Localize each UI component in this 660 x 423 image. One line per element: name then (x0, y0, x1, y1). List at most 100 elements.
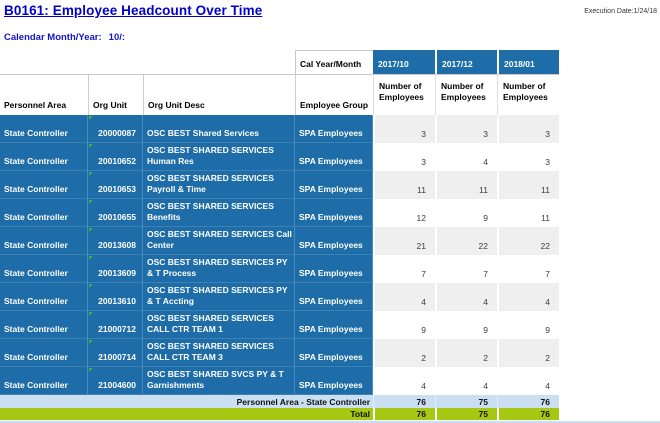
personnel-area-cell: State Controller (0, 115, 88, 143)
total-label: Total (0, 408, 373, 420)
period-header: 2018/01 (497, 50, 559, 74)
org-unit-desc-cell: OSC BEST SHARED SERVICES Benefits (143, 199, 295, 227)
employee-group-cell: SPA Employees (295, 367, 373, 395)
subtotal-value: 76 (497, 395, 559, 408)
personnel-area-cell: State Controller (0, 227, 88, 255)
green-corner-indicator-icon (89, 200, 93, 204)
next-section-edge (0, 420, 660, 423)
org-unit-cell: 20010652 (88, 143, 143, 171)
green-corner-indicator-icon (89, 340, 93, 344)
value-cell: 4 (497, 367, 559, 395)
green-corner-indicator-icon (89, 144, 93, 148)
value-cell: 7 (373, 255, 435, 283)
col-header-measure: Number of Employees (435, 74, 497, 115)
employee-group-cell: SPA Employees (295, 115, 373, 143)
org-unit-desc-cell: OSC BEST SHARED SERVICES PY & T Accting (143, 283, 295, 311)
col-header-personnel-area: Personnel Area (0, 74, 88, 115)
table-row: State Controller 21004600 OSC BEST SHARE… (0, 367, 559, 395)
org-unit-cell: 20000087 (88, 115, 143, 143)
employee-group-cell: SPA Employees (295, 199, 373, 227)
org-unit-cell: 20010653 (88, 171, 143, 199)
org-unit-cell: 20013610 (88, 283, 143, 311)
personnel-area-cell: State Controller (0, 311, 88, 339)
org-unit-cell: 20013609 (88, 255, 143, 283)
header-row-periods: Cal Year/Month 2017/10 2017/12 2018/01 (0, 50, 559, 74)
value-cell: 9 (435, 311, 497, 339)
report-title-link[interactable]: B0161: Employee Headcount Over Time (4, 3, 263, 18)
value-cell: 7 (497, 255, 559, 283)
value-cell: 11 (373, 171, 435, 199)
table-row: State Controller 20013610 OSC BEST SHARE… (0, 283, 559, 311)
value-cell: 3 (373, 143, 435, 171)
value-cell: 7 (435, 255, 497, 283)
headcount-table: Cal Year/Month 2017/10 2017/12 2018/01 P… (0, 50, 559, 420)
value-cell: 4 (435, 367, 497, 395)
green-corner-indicator-icon (89, 284, 93, 288)
org-unit-cell: 21000712 (88, 311, 143, 339)
org-unit-desc-cell: OSC BEST SHARED SERVICES CALL CTR TEAM 1 (143, 311, 295, 339)
value-cell: 3 (435, 115, 497, 143)
value-cell: 4 (435, 283, 497, 311)
execution-date: Execution Date:1/24/18 (584, 8, 657, 15)
value-cell: 22 (435, 227, 497, 255)
green-corner-indicator-icon (89, 172, 93, 176)
value-cell: 2 (497, 339, 559, 367)
total-value: 76 (497, 408, 559, 420)
employee-group-cell: SPA Employees (295, 283, 373, 311)
header-row-columns: Personnel Area Org Unit Org Unit Desc Em… (0, 74, 559, 115)
value-cell: 21 (373, 227, 435, 255)
personnel-area-cell: State Controller (0, 143, 88, 171)
table-row: State Controller 21000714 OSC BEST SHARE… (0, 339, 559, 367)
org-unit-desc-cell: OSC BEST SHARED SVCS PY & T Garnishments (143, 367, 295, 395)
value-cell: 2 (373, 339, 435, 367)
table-row: State Controller 20013609 OSC BEST SHARE… (0, 255, 559, 283)
value-cell: 9 (373, 311, 435, 339)
total-value: 75 (435, 408, 497, 420)
table-row: State Controller 20010653 OSC BEST SHARE… (0, 171, 559, 199)
table-row: State Controller 20010652 OSC BEST SHARE… (0, 143, 559, 171)
value-cell: 12 (373, 199, 435, 227)
org-unit-desc-cell: OSC BEST SHARED SERVICES CALL CTR TEAM 3 (143, 339, 295, 367)
col-header-measure: Number of Employees (373, 74, 435, 115)
org-unit-cell: 21004600 (88, 367, 143, 395)
subtotal-row: Personnel Area - State Controller 76 75 … (0, 395, 559, 408)
value-cell: 11 (497, 199, 559, 227)
employee-group-cell: SPA Employees (295, 171, 373, 199)
value-cell: 11 (497, 171, 559, 199)
org-unit-desc-cell: OSC BEST SHARED SERVICES Call Center (143, 227, 295, 255)
personnel-area-cell: State Controller (0, 255, 88, 283)
table-row: State Controller 21000712 OSC BEST SHARE… (0, 311, 559, 339)
cal-year-month-header: Cal Year/Month (295, 50, 373, 74)
value-cell: 4 (435, 143, 497, 171)
filter-value: 10/: (108, 32, 126, 43)
personnel-area-cell: State Controller (0, 283, 88, 311)
value-cell: 4 (373, 283, 435, 311)
col-header-org-unit: Org Unit (88, 74, 143, 115)
col-header-org-unit-desc: Org Unit Desc (143, 74, 295, 115)
value-cell: 2 (435, 339, 497, 367)
table-row: State Controller 20000087 OSC BEST Share… (0, 115, 559, 143)
col-header-measure: Number of Employees (497, 74, 559, 115)
org-unit-desc-cell: OSC BEST SHARED SERVICES Payroll & Time (143, 171, 295, 199)
period-header: 2017/10 (373, 50, 435, 74)
org-unit-cell: 20010655 (88, 199, 143, 227)
subtotal-label: Personnel Area - State Controller (0, 395, 373, 408)
green-corner-indicator-icon (89, 312, 93, 316)
org-unit-desc-cell: OSC BEST Shared Services (143, 115, 295, 143)
personnel-area-cell: State Controller (0, 171, 88, 199)
employee-group-cell: SPA Employees (295, 255, 373, 283)
employee-group-cell: SPA Employees (295, 143, 373, 171)
table-row: State Controller 20013608 OSC BEST SHARE… (0, 227, 559, 255)
filter-label: Calendar Month/Year: (4, 32, 102, 43)
employee-group-cell: SPA Employees (295, 339, 373, 367)
personnel-area-cell: State Controller (0, 199, 88, 227)
org-unit-cell: 21000714 (88, 339, 143, 367)
col-header-employee-group: Employee Group (295, 74, 373, 115)
green-corner-indicator-icon (89, 368, 93, 372)
header-spacer (0, 50, 295, 74)
value-cell: 4 (497, 283, 559, 311)
value-cell: 3 (373, 115, 435, 143)
subtotal-value: 76 (373, 395, 435, 408)
personnel-area-cell: State Controller (0, 367, 88, 395)
